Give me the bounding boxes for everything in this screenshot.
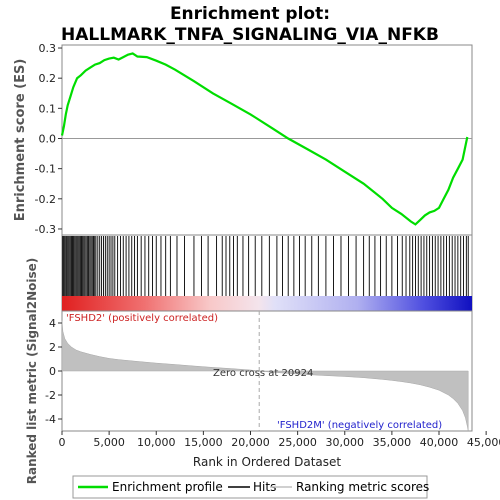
- positive-correlation-label: 'FSHD2' (positively correlated): [66, 313, 218, 324]
- metric-y-tick-label: 4: [49, 317, 56, 330]
- es-plot-frame: [61, 44, 473, 236]
- metric-y-tick-label: 2: [49, 341, 56, 354]
- es-y-tick-label: 0.0: [39, 132, 57, 145]
- es-y-ticks: -0.3 -0.2 -0.1 0.0 0.1 0.2 0.3: [35, 42, 62, 236]
- x-tick-label: 40,000: [420, 436, 459, 449]
- x-tick-label: 20,000: [231, 436, 270, 449]
- es-y-tick-label: -0.2: [35, 193, 56, 206]
- x-axis-label: Rank in Ordered Dataset: [193, 455, 341, 469]
- es-y-tick-label: 0.3: [39, 42, 57, 55]
- x-tick-label: 30,000: [326, 436, 365, 449]
- chart-title-line2: HALLMARK_TNFA_SIGNALING_VIA_NFKB: [61, 25, 439, 45]
- metric-y-ticks: -4 -2 0 2 4: [45, 317, 62, 426]
- zero-cross-label: Zero cross at 20924: [213, 368, 313, 379]
- es-y-tick-label: 0.1: [39, 102, 57, 115]
- hit-markers: [62, 236, 469, 296]
- metric-x-ticks: 0 5,000 10,000 15,000 20,000 25,000 30,000 35,0…: [59, 431, 500, 449]
- x-tick-label: 10,000: [137, 436, 176, 449]
- x-tick-label: 15,000: [184, 436, 223, 449]
- ranking-metric-area: [61, 320, 469, 432]
- es-y-tick-label: -0.3: [35, 223, 56, 236]
- legend-hits-label: Hits: [253, 480, 276, 494]
- rank-heat-bar: [62, 296, 472, 311]
- es-y-tick-label: 0.2: [39, 72, 57, 85]
- x-tick-label: 45,000: [467, 436, 500, 449]
- x-tick-label: 5,000: [93, 436, 125, 449]
- x-tick-label: 0: [59, 436, 66, 449]
- metric-y-tick-label: -4: [45, 413, 56, 426]
- x-tick-label: 25,000: [278, 436, 317, 449]
- metric-y-axis-label: Ranked list metric (Signal2Noise): [25, 258, 39, 485]
- es-y-tick-label: -0.1: [35, 163, 56, 176]
- legend-metric-label: Ranking metric scores: [296, 480, 429, 494]
- metric-y-tick-label: -2: [45, 389, 56, 402]
- enrichment-profile-line: [60, 52, 469, 226]
- x-tick-label: 35,000: [373, 436, 412, 449]
- chart-title-line1: Enrichment plot:: [170, 4, 330, 24]
- metric-y-tick-label: 0: [49, 365, 56, 378]
- es-y-axis-label: Enrichment score (ES): [13, 59, 28, 222]
- negative-correlation-label: 'FSHD2M' (negatively correlated): [277, 420, 442, 431]
- legend-enrichment-label: Enrichment profile: [112, 480, 223, 494]
